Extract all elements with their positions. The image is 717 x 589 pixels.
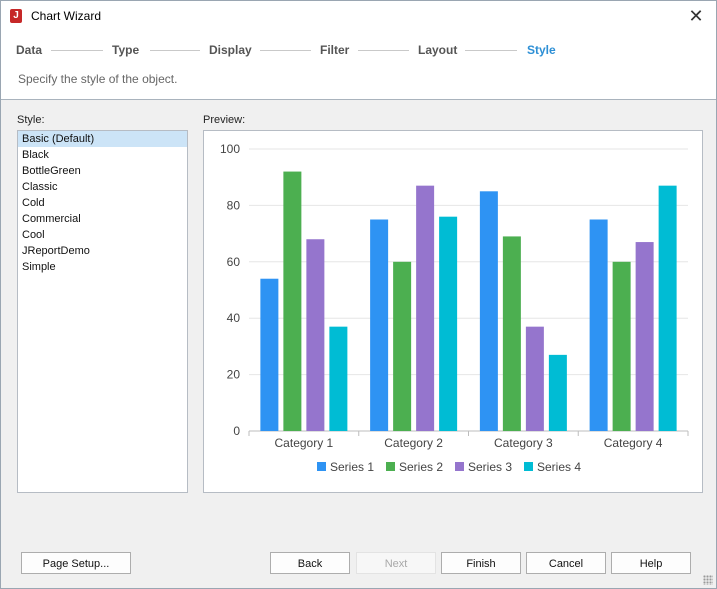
resize-grip-icon[interactable] xyxy=(703,575,713,585)
style-list-item[interactable]: BottleGreen xyxy=(22,165,81,177)
step-type[interactable]: Type xyxy=(112,43,140,57)
style-list[interactable]: Basic (Default) Black BottleGreen Classic Co… xyxy=(17,130,188,493)
y-tick-label: 0 xyxy=(233,424,240,438)
step-connector xyxy=(465,50,517,51)
legend-swatch xyxy=(317,462,326,471)
bar-series-1 xyxy=(260,278,279,431)
help-button[interactable]: Help xyxy=(611,552,691,574)
bar-series-3 xyxy=(306,239,325,431)
back-button[interactable]: Back xyxy=(270,552,350,574)
step-data[interactable]: Data xyxy=(16,43,43,57)
step-connector xyxy=(358,50,409,51)
bar-chart: 0 20 40 60 80 100 Category 1 Category 2 Category… xyxy=(220,142,689,474)
y-tick-label: 20 xyxy=(227,368,241,382)
bar-series-3 xyxy=(525,326,544,431)
x-tick-label: Category 1 xyxy=(275,436,334,450)
step-style[interactable]: Style xyxy=(527,43,556,57)
legend-label: Series 3 xyxy=(468,460,512,474)
step-connector xyxy=(150,50,200,51)
bar-series-2 xyxy=(612,261,631,431)
y-tick-label: 100 xyxy=(220,142,240,156)
app-logo-icon: J xyxy=(10,9,22,23)
step-layout[interactable]: Layout xyxy=(418,43,458,57)
style-list-item[interactable]: JReportDemo xyxy=(22,245,90,257)
y-tick-label: 40 xyxy=(227,311,241,325)
style-list-item[interactable]: Cold xyxy=(22,197,45,209)
step-display[interactable]: Display xyxy=(209,43,252,57)
bar-series-2 xyxy=(393,261,412,431)
x-tick-label: Category 3 xyxy=(494,436,553,450)
close-icon[interactable]: ✕ xyxy=(688,6,704,26)
x-tick-label: Category 2 xyxy=(384,436,443,450)
step-connector xyxy=(260,50,311,51)
bar-series-2 xyxy=(502,236,521,431)
style-list-item[interactable]: Black xyxy=(22,149,49,161)
bar-series-4 xyxy=(329,326,348,431)
y-tick-label: 80 xyxy=(227,198,241,212)
bar-series-1 xyxy=(479,191,498,431)
title-bar: J Chart Wizard ✕ xyxy=(1,1,716,32)
legend-label: Series 2 xyxy=(399,460,443,474)
style-list-item[interactable]: Cool xyxy=(22,229,45,241)
next-button[interactable]: Next xyxy=(356,552,436,574)
style-list-item[interactable]: Commercial xyxy=(22,213,81,225)
step-connector xyxy=(51,50,103,51)
bar-series-3 xyxy=(416,185,435,431)
preview-label: Preview: xyxy=(203,114,246,126)
bar-series-1 xyxy=(370,219,389,431)
style-label: Style: xyxy=(17,114,45,126)
y-tick-label: 60 xyxy=(227,255,241,269)
style-list-item[interactable]: Simple xyxy=(22,261,56,273)
bar-series-4 xyxy=(548,354,567,431)
page-setup-button[interactable]: Page Setup... xyxy=(21,552,131,574)
finish-button[interactable]: Finish xyxy=(441,552,521,574)
legend-swatch xyxy=(524,462,533,471)
step-description: Specify the style of the object. xyxy=(18,72,178,86)
cancel-button[interactable]: Cancel xyxy=(526,552,606,574)
style-list-item[interactable]: Basic (Default) xyxy=(18,131,187,147)
bar-series-3 xyxy=(635,242,654,431)
wizard-header: Data Type Display Filter Layout Style Specify… xyxy=(1,32,716,100)
window-title: Chart Wizard xyxy=(31,9,102,23)
chart-preview: 0 20 40 60 80 100 Category 1 Category 2 Category… xyxy=(203,130,703,493)
legend-swatch xyxy=(455,462,464,471)
bar-series-4 xyxy=(658,185,677,431)
legend-label: Series 4 xyxy=(537,460,581,474)
bar-series-2 xyxy=(283,171,302,431)
bar-series-4 xyxy=(439,216,458,431)
style-list-item[interactable]: Classic xyxy=(22,181,58,193)
bar-series-1 xyxy=(589,219,608,431)
legend-label: Series 1 xyxy=(330,460,374,474)
step-filter[interactable]: Filter xyxy=(320,43,350,57)
x-tick-label: Category 4 xyxy=(604,436,663,450)
legend-swatch xyxy=(386,462,395,471)
